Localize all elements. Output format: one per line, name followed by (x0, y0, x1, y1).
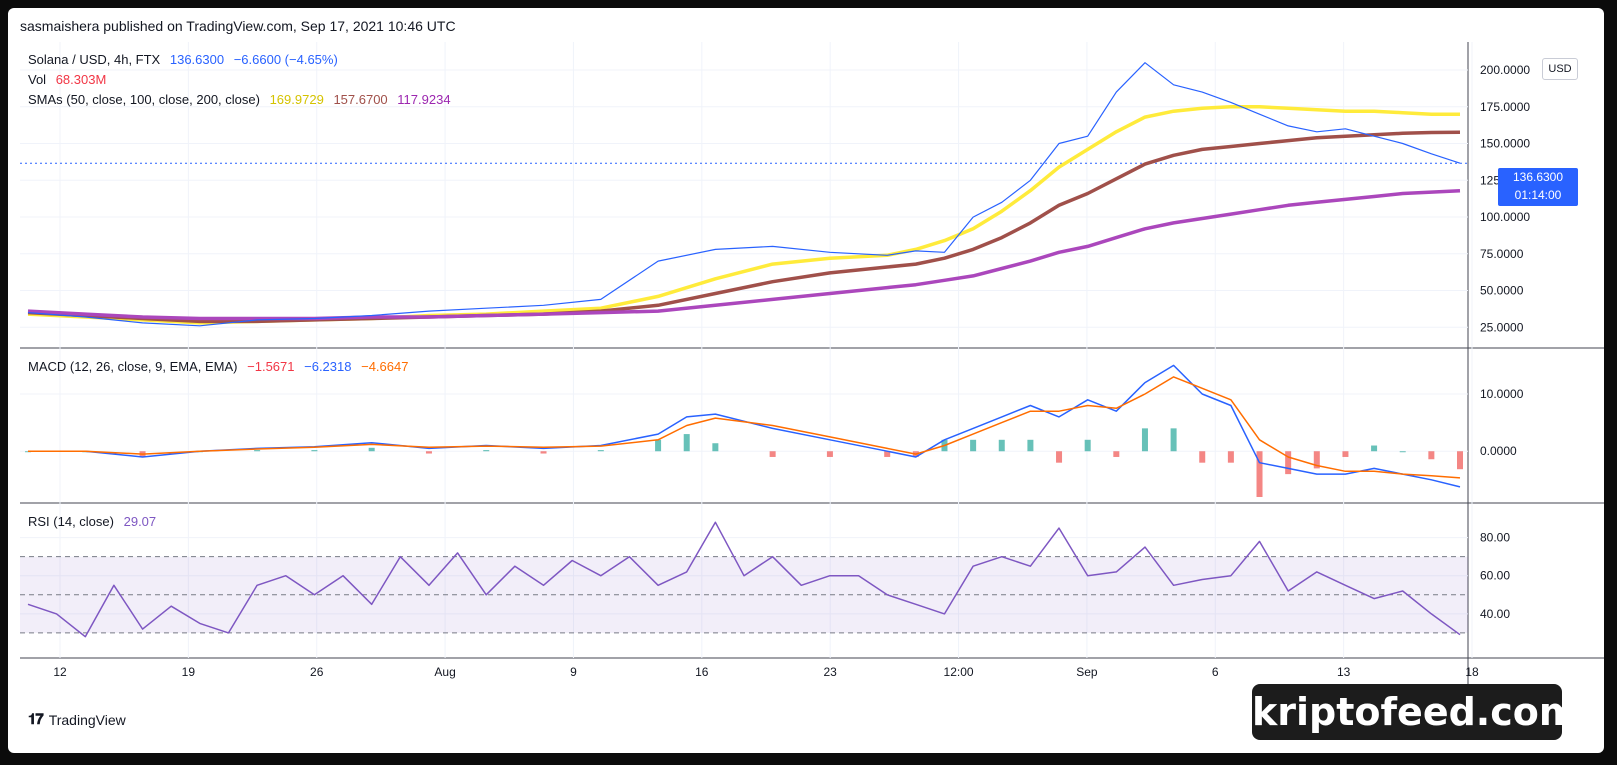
vol-label: Vol (28, 72, 47, 87)
macd-histogram-bar (655, 439, 662, 452)
macd-histogram-bar (1056, 451, 1063, 463)
macd-histogram-bar (1113, 451, 1120, 457)
macd-histogram-bar (1371, 445, 1378, 452)
x-tick-label: 6 (1212, 665, 1219, 679)
macd-signal-value: −4.6647 (361, 359, 409, 374)
macd-histogram-bar (1227, 451, 1234, 463)
macd-line-value: −6.2318 (304, 359, 352, 374)
macd-histogram-bar (1399, 451, 1406, 453)
price-change: −6.6600 (−4.65%) (233, 52, 338, 67)
tradingview-logo[interactable]: 𝟏𝟕 TradingView (28, 711, 126, 728)
price-legend: Solana / USD, 4h, FTX 136.6300 −6.6600 (… (28, 52, 344, 67)
publisher-line: sasmaishera published on TradingView.com… (20, 18, 456, 34)
macd-histogram-bar (769, 451, 776, 457)
macd-label: MACD (12, 26, close, 9, EMA, EMA) (28, 359, 238, 374)
macd-histogram-bar (1428, 451, 1435, 460)
macd-histogram-bar (425, 451, 432, 454)
macd-line (28, 364, 1461, 488)
macd-histogram-bar (597, 450, 604, 452)
macd-histogram-bar (311, 450, 318, 452)
sma100-value: 157.6700 (333, 92, 388, 107)
y-tick-label: 25.0000 (1480, 320, 1524, 334)
macd-histogram-bar (683, 434, 690, 452)
macd-legend: MACD (12, 26, close, 9, EMA, EMA) −1.567… (28, 359, 414, 374)
macd-histogram-bar (1256, 451, 1263, 497)
sma200-line (27, 188, 1461, 321)
macd-histogram-bar (1084, 439, 1091, 452)
macd-hist-value: −1.5671 (247, 359, 295, 374)
y-tick-label: 40.00 (1480, 607, 1510, 621)
macd-histogram-bar (1141, 428, 1148, 452)
macd-histogram-bar (540, 451, 547, 454)
badge-countdown: 01:14:00 (1514, 188, 1562, 202)
macd-histogram-bar (368, 447, 375, 452)
macd-histogram-bar (1027, 439, 1034, 452)
y-tick-label: 75.0000 (1480, 247, 1524, 261)
macd-histogram-bar (1199, 451, 1206, 463)
tv-brand: TradingView (48, 711, 126, 728)
sma-legend: SMAs (50, close, 100, close, 200, close)… (28, 92, 457, 107)
sma200-value: 117.9234 (397, 92, 451, 107)
macd-histogram-bar (1285, 451, 1292, 475)
y-tick-label: 0.0000 (1480, 444, 1517, 458)
x-tick-label: 16 (695, 665, 709, 679)
macd-histogram-bar (1457, 451, 1463, 470)
sma50-value: 169.9729 (269, 92, 324, 107)
tv-logo-icon: 𝟏𝟕 (28, 711, 44, 728)
kriptofeed-watermark: kriptofeed.com (1252, 684, 1578, 740)
signal-line (28, 376, 1461, 479)
price-badge: 136.6300 01:14:00 (1498, 168, 1578, 206)
vol-legend: Vol 68.303M (28, 72, 112, 87)
last-price: 136.6300 (169, 52, 225, 67)
macd-histogram-bar (1342, 451, 1349, 457)
x-tick-label: Aug (434, 665, 455, 679)
currency-button[interactable]: USD (1542, 58, 1578, 80)
x-tick-label: Sep (1076, 665, 1098, 679)
chart-card: sasmaishera published on TradingView.com… (8, 8, 1604, 753)
vol-value: 68.303M (55, 72, 107, 87)
y-tick-label: 10.0000 (1480, 387, 1524, 401)
sma-label: SMAs (50, close, 100, close, 200, close) (28, 92, 260, 107)
x-tick-label: 9 (570, 665, 577, 679)
macd-histogram-bar (483, 450, 490, 452)
x-tick-label: 23 (824, 665, 838, 679)
y-tick-label: 100.0000 (1480, 210, 1530, 224)
macd-histogram-bar (998, 439, 1005, 452)
y-tick-label: 150.0000 (1480, 137, 1530, 151)
x-tick-label: 13 (1337, 665, 1351, 679)
macd-histogram-bar (1170, 428, 1177, 452)
rsi-label: RSI (14, close) (28, 514, 114, 529)
macd-histogram-bar (884, 451, 891, 457)
y-tick-label: 175.0000 (1480, 100, 1530, 114)
x-tick-label: 26 (310, 665, 324, 679)
badge-price: 136.6300 (1512, 170, 1564, 184)
y-tick-label: 60.00 (1480, 569, 1510, 583)
rsi-legend: RSI (14, close) 29.07 (28, 514, 162, 529)
y-tick-label: 50.0000 (1480, 284, 1524, 298)
rsi-line (27, 521, 1461, 638)
y-tick-label: 80.00 (1480, 531, 1510, 545)
macd-histogram-bar (1313, 451, 1320, 469)
price-line (27, 62, 1461, 327)
y-tick-label: 200.0000 (1480, 63, 1530, 77)
chart-svg[interactable]: 12 19 26 Aug 9 16 23 12:00 Sep 6 13 18 200.0000 175.0… (8, 8, 1604, 753)
symbol-label: Solana / USD, 4h, FTX (28, 52, 161, 67)
macd-histogram-bar (254, 450, 261, 452)
x-tick-label: 12:00 (944, 665, 974, 679)
macd-histogram-bar (826, 451, 833, 457)
macd-histogram-bar (970, 439, 977, 452)
rsi-value: 29.07 (123, 514, 157, 529)
x-tick-label: 12 (53, 665, 67, 679)
macd-histogram-bar (712, 443, 719, 452)
x-tick-label: 19 (182, 665, 196, 679)
sma100-line (27, 130, 1461, 324)
x-tick-label: 18 (1465, 665, 1479, 679)
